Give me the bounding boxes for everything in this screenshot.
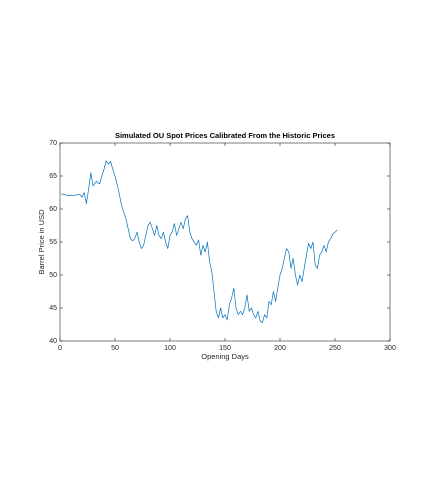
y-tick-label: 65 bbox=[49, 173, 57, 180]
chart-title: Simulated OU Spot Prices Calibrated From… bbox=[115, 131, 335, 140]
x-tick-label: 100 bbox=[164, 345, 176, 352]
x-tick-label: 300 bbox=[384, 345, 396, 352]
x-tick-label: 50 bbox=[111, 345, 119, 352]
y-axis-label: Barrel Price in USD bbox=[37, 209, 46, 275]
y-tick-label: 55 bbox=[49, 239, 57, 246]
y-tick-label: 60 bbox=[49, 206, 57, 213]
x-tick-label: 150 bbox=[219, 345, 231, 352]
y-tick-label: 50 bbox=[49, 272, 57, 279]
x-tick-label: 250 bbox=[329, 345, 341, 352]
series-line bbox=[61, 160, 338, 323]
x-tick-label: 200 bbox=[274, 345, 286, 352]
x-tick-label: 0 bbox=[58, 345, 62, 352]
y-tick-label: 40 bbox=[49, 338, 57, 345]
x-axis-label: Opening Days bbox=[201, 352, 249, 361]
axes-box bbox=[59, 142, 391, 342]
y-tick-label: 45 bbox=[49, 305, 57, 312]
y-tick-label: 70 bbox=[49, 140, 57, 147]
